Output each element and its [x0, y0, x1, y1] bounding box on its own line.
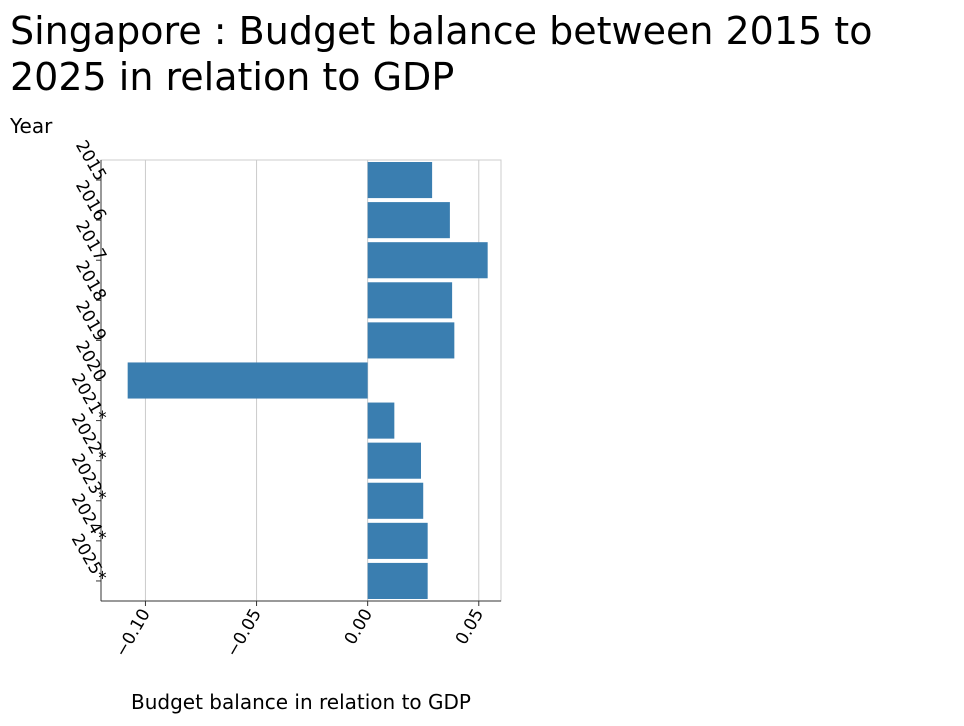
bar-2020	[127, 362, 368, 399]
chart-title: Singapore : Budget balance between 2015 …	[10, 9, 873, 99]
y-tick-label: 2017	[71, 217, 110, 264]
bar-2024-projected	[367, 522, 428, 559]
bar-2015	[367, 162, 433, 199]
x-axis-title: Budget balance in relation to GDP	[131, 690, 471, 714]
y-tick-label: 2015	[71, 137, 110, 184]
x-axis-ticks: −0.10 −0.05 0.00 0.05	[111, 601, 488, 661]
bar-2021-projected	[367, 402, 395, 439]
x-tick-label: 0.05	[452, 606, 488, 649]
y-axis-title: Year	[9, 114, 53, 138]
y-axis-ticks: 2015201620172018201920202021*2022*2023*2…	[67, 137, 110, 585]
bar-2022-projected	[367, 442, 421, 479]
x-tick-label: −0.10	[111, 606, 154, 661]
x-tick-label: 0.00	[341, 606, 377, 649]
bar-2016	[367, 202, 450, 239]
y-tick-label: 2016	[71, 177, 110, 224]
bar-2023-projected	[367, 482, 424, 519]
y-tick-label: 2018	[71, 257, 110, 304]
bar-2025-projected	[367, 562, 428, 599]
bar-2019	[367, 322, 455, 359]
bar-2017	[367, 242, 488, 279]
bars	[127, 162, 488, 599]
y-tick-label: 2019	[71, 297, 110, 344]
x-tick-label: −0.05	[223, 606, 266, 661]
bar-2018	[367, 282, 453, 319]
